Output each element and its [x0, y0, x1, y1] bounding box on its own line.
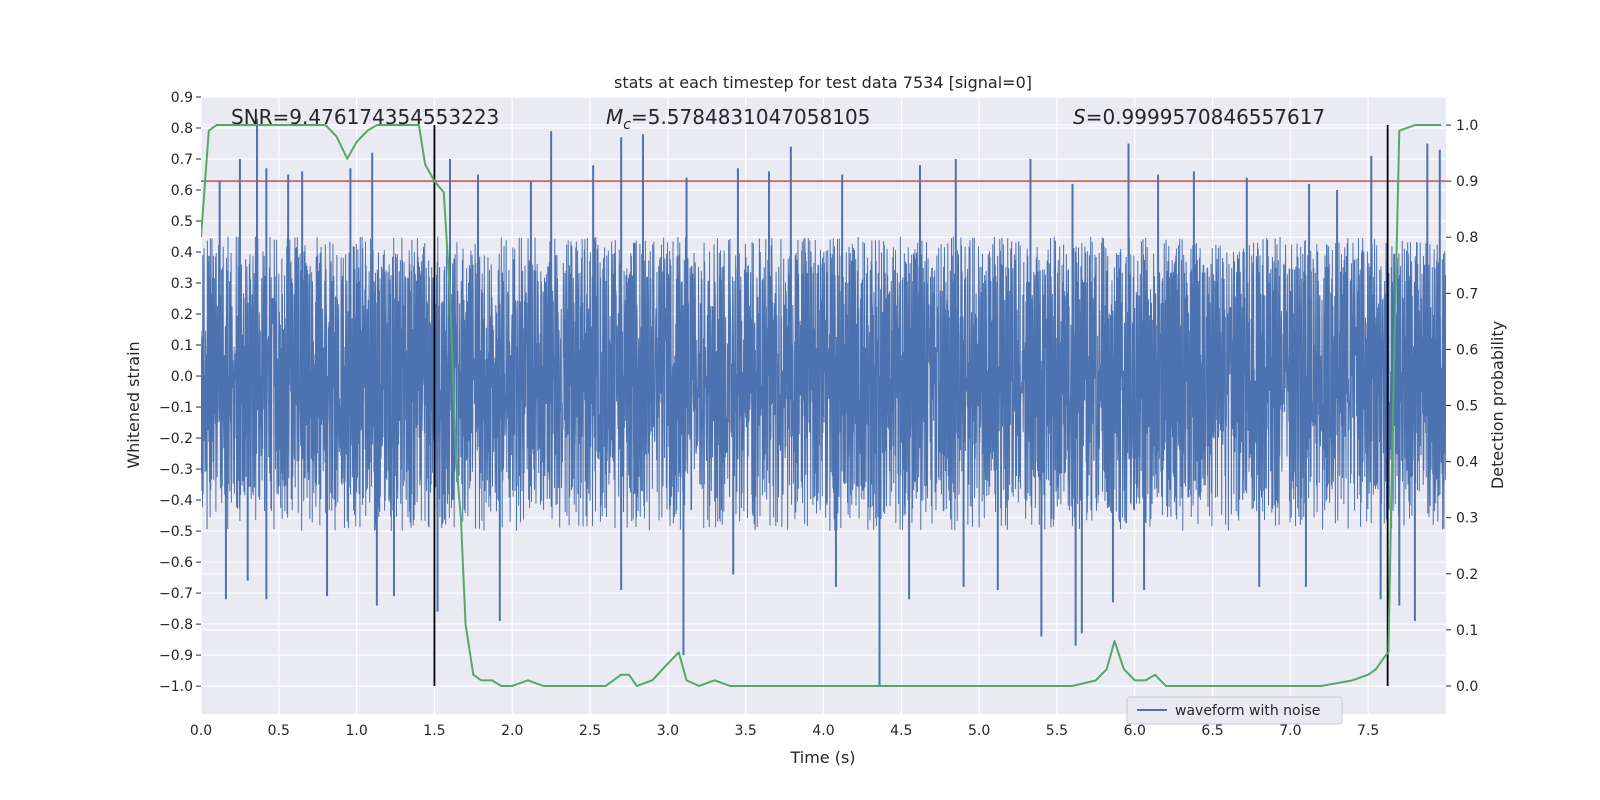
- y2-tick-label: 0.8: [1456, 230, 1478, 246]
- y-tick-label: 0.8: [171, 121, 193, 137]
- x-tick-label: 3.5: [735, 723, 757, 739]
- y-tick-label: 0.1: [171, 338, 193, 354]
- detection-probability-series: [201, 124, 1442, 687]
- y-tick-label: 0.5: [171, 214, 193, 230]
- y2-tick-label: 0.9: [1456, 174, 1478, 190]
- x-tick-label: 7.0: [1279, 723, 1301, 739]
- x-tick-label: 1.0: [345, 723, 367, 739]
- y2-tick-label: 0.7: [1456, 286, 1478, 302]
- y-tick-label: −0.7: [159, 586, 193, 602]
- chirp-mass-annotation: Mc=5.5784831047058105: [606, 105, 870, 133]
- chart-title: stats at each timestep for test data 753…: [614, 73, 1032, 92]
- x-tick-label: 6.0: [1124, 723, 1146, 739]
- x-axis-ticks: 0.0 0.5 1.0 1.5 2.0 2.5 3.0 3.5 4.0 4.5 5.0 5.5 6.0 6…: [190, 723, 1379, 739]
- y-tick-label: −0.8: [159, 617, 193, 633]
- x-tick-label: 0.0: [190, 723, 212, 739]
- y2-tick-label: 0.2: [1456, 567, 1478, 583]
- x-tick-label: 4.5: [890, 723, 912, 739]
- y2-tick-label: 0.4: [1456, 455, 1478, 471]
- x-tick-label: 5.5: [1046, 723, 1068, 739]
- x-tick-label: 0.5: [268, 723, 290, 739]
- significance-value: =0.9999570846557617: [1086, 105, 1325, 129]
- x-tick-label: 6.5: [1201, 723, 1223, 739]
- y-tick-label: 0.4: [171, 245, 193, 261]
- y-tick-label: −0.4: [159, 493, 193, 509]
- y2-axis-label: Detection probability: [1488, 321, 1507, 489]
- legend-box: [1126, 696, 1343, 725]
- y2-tick-label: 0.3: [1456, 511, 1478, 527]
- y-tick-label: −0.6: [159, 555, 193, 571]
- x-tick-label: 5.0: [968, 723, 990, 739]
- y-tick-label: −0.5: [159, 524, 193, 540]
- chirp-mass-symbol: M: [606, 105, 623, 129]
- y-tick-label: 0.0: [171, 369, 193, 385]
- significance-annotation: S=0.9999570846557617: [1073, 105, 1325, 129]
- legend: waveform with noise: [1126, 696, 1343, 725]
- y-tick-label: 0.7: [171, 152, 193, 168]
- y2-tick-label: 0.6: [1456, 342, 1478, 358]
- x-axis-label: Time (s): [789, 748, 855, 767]
- y-tick-label: −0.1: [159, 400, 193, 416]
- detection-probability-line: [201, 124, 1442, 687]
- chirp-mass-subscript: c: [623, 117, 631, 133]
- significance-symbol: S: [1073, 105, 1086, 129]
- y2-axis-ticks: 1.0 0.9 0.8 0.7 0.6 0.5 0.4 0.3 0.2 0.1 0.0: [1446, 118, 1478, 695]
- y2-tick-label: 0.1: [1456, 623, 1478, 639]
- x-tick-label: 7.5: [1357, 723, 1379, 739]
- y-tick-label: −0.2: [159, 431, 193, 447]
- snr-annotation: SNR=9.476174354553223: [231, 105, 499, 129]
- y-tick-label: 0.3: [171, 276, 193, 292]
- waveform-with-noise-series: [201, 118, 1446, 687]
- y-tick-label: −0.9: [159, 648, 193, 664]
- y-axis-label: Whitened strain: [124, 341, 143, 468]
- y-axis-ticks: 0.9 0.8 0.7 0.6 0.5 0.4 0.3 0.2 0.1 0.0 −0.1 −0.2 −0…: [159, 90, 201, 695]
- y2-tick-label: 0.5: [1456, 399, 1478, 415]
- vertical-marker-lines: [433, 125, 1389, 686]
- y2-tick-label: 1.0: [1456, 118, 1478, 134]
- y-tick-label: −1.0: [159, 679, 193, 695]
- y-tick-label: −0.3: [159, 462, 193, 478]
- x-tick-label: 2.0: [501, 723, 523, 739]
- y-tick-label: 0.9: [171, 90, 193, 106]
- x-tick-label: 3.0: [657, 723, 679, 739]
- chirp-mass-value: =5.5784831047058105: [631, 105, 870, 129]
- x-tick-label: 2.5: [579, 723, 601, 739]
- waveform-noise-trace: [201, 236, 1446, 532]
- y-tick-label: 0.6: [171, 183, 193, 199]
- y-tick-label: 0.2: [171, 307, 193, 323]
- x-tick-label: 1.5: [423, 723, 445, 739]
- legend-entry-waveform: waveform with noise: [1175, 703, 1320, 719]
- y2-tick-label: 0.0: [1456, 679, 1478, 695]
- x-tick-label: 4.0: [812, 723, 834, 739]
